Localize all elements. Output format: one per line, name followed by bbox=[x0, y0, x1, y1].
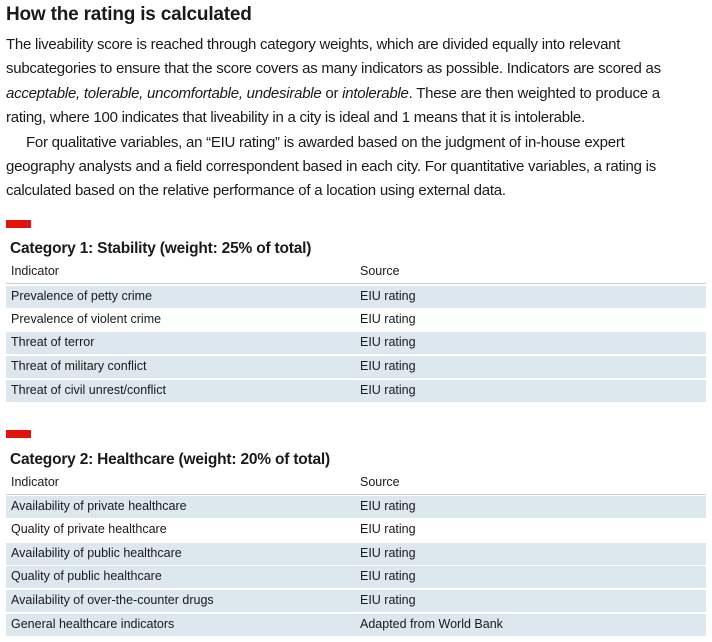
source-cell: EIU rating bbox=[360, 289, 416, 303]
table-row: Availability of public healthcare EIU ra… bbox=[6, 543, 706, 566]
column-header-source: Source bbox=[360, 264, 400, 278]
source-cell: EIU rating bbox=[360, 312, 416, 326]
category-title: Category 1: Stability (weight: 25% of to… bbox=[10, 240, 312, 257]
intro-text-span: or bbox=[321, 84, 343, 102]
intro-text-span: . These are then weighted to produce a bbox=[408, 84, 661, 102]
intro-text: The liveability score is reached through… bbox=[6, 33, 708, 204]
source-cell: EIU rating bbox=[360, 359, 416, 373]
source-cell: EIU rating bbox=[360, 522, 416, 536]
indicator-cell: Prevalence of petty crime bbox=[11, 289, 153, 303]
column-header-indicator: Indicator bbox=[11, 264, 59, 278]
indicator-cell: Quality of public healthcare bbox=[11, 569, 162, 583]
indicator-cell: Prevalence of violent crime bbox=[11, 312, 162, 326]
intro-line: rating, where 100 indicates that liveabi… bbox=[6, 109, 585, 127]
intro-emphasis: intolerable bbox=[342, 84, 409, 102]
column-header-source: Source bbox=[360, 475, 400, 489]
source-cell: EIU rating bbox=[360, 593, 416, 607]
source-cell: EIU rating bbox=[360, 546, 416, 560]
source-cell: EIU rating bbox=[360, 499, 416, 513]
intro-line: For qualitative variables, an “EIU ratin… bbox=[26, 133, 625, 151]
source-cell: Adapted from World Bank bbox=[360, 617, 503, 631]
intro-line: calculated based on the relative perform… bbox=[6, 182, 506, 200]
indicator-cell: Quality of private healthcare bbox=[11, 522, 167, 536]
indicator-cell: Threat of civil unrest/conflict bbox=[11, 383, 166, 397]
table-row: Quality of private healthcare EIU rating bbox=[6, 519, 706, 542]
category-marker bbox=[6, 220, 31, 228]
intro-emphasis: acceptable, tolerable, uncomfortable, un… bbox=[6, 84, 322, 102]
table-row: Availability of private healthcare EIU r… bbox=[6, 496, 706, 519]
table-header: Indicator Source bbox=[6, 472, 706, 495]
table-header: Indicator Source bbox=[6, 261, 706, 284]
table-row: Threat of military conflict EIU rating bbox=[6, 356, 706, 379]
source-cell: EIU rating bbox=[360, 569, 416, 583]
source-cell: EIU rating bbox=[360, 383, 416, 397]
intro-line: The liveability score is reached through… bbox=[6, 36, 621, 53]
indicator-cell: Availability of over-the-counter drugs bbox=[11, 593, 214, 607]
table-row: Quality of public healthcare EIU rating bbox=[6, 566, 706, 589]
table-row: Threat of terror EIU rating bbox=[6, 332, 706, 355]
table-row: Availability of over-the-counter drugs E… bbox=[6, 590, 706, 613]
indicator-cell: Availability of private healthcare bbox=[11, 499, 187, 513]
table-row: Threat of civil unrest/conflict EIU rati… bbox=[6, 380, 706, 403]
intro-line: acceptable, tolerable, uncomfortable, un… bbox=[6, 82, 708, 106]
indicator-cell: General healthcare indicators bbox=[11, 617, 175, 631]
page-title: How the rating is calculated bbox=[6, 4, 252, 25]
intro-line: geography analysts and a field correspon… bbox=[6, 158, 656, 176]
indicator-cell: Threat of military conflict bbox=[11, 359, 147, 373]
category-title: Category 2: Healthcare (weight: 20% of t… bbox=[10, 451, 331, 468]
indicator-cell: Threat of terror bbox=[11, 335, 95, 349]
indicator-cell: Availability of public healthcare bbox=[11, 546, 182, 560]
table-row: Prevalence of violent crime EIU rating bbox=[6, 309, 706, 332]
table-row: Prevalence of petty crime EIU rating bbox=[6, 286, 706, 309]
intro-line: subcategories to ensure that the score c… bbox=[6, 60, 661, 78]
table-row: General healthcare indicators Adapted fr… bbox=[6, 614, 706, 637]
source-cell: EIU rating bbox=[360, 335, 416, 349]
column-header-indicator: Indicator bbox=[11, 475, 59, 489]
category-marker bbox=[6, 430, 31, 438]
